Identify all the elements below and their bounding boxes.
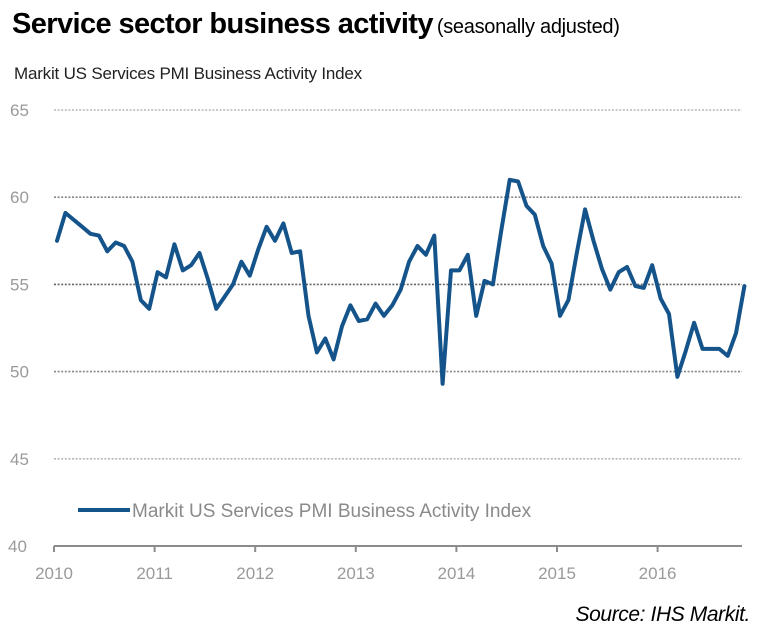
x-tick-label-2011: 2011 (136, 564, 173, 583)
x-tick-label-2016: 2016 (639, 564, 677, 583)
y-tick-label-65: 65 (10, 101, 29, 120)
gridlines (54, 109, 742, 460)
series-line-0 (55, 177, 747, 386)
x-tick-label-2015: 2015 (538, 564, 576, 583)
x-tick-label-2014: 2014 (437, 564, 475, 583)
y-tick-label-55: 55 (10, 275, 29, 294)
chart-title-main: Service sector business activity (12, 8, 433, 40)
legend: Markit US Services PMI Business Activity… (78, 501, 532, 522)
x-axis: 2010 2011 2012 2013 2014 2015 2016 (35, 545, 742, 583)
x-tick-label-2013: 2013 (337, 564, 375, 583)
chart-title-suffix: (seasonally adjusted) (436, 16, 620, 38)
source-note: Source: IHS Markit. (575, 603, 751, 626)
chart-subtitle: Markit US Services PMI Business Activity… (14, 64, 362, 83)
series-layer (55, 177, 747, 386)
legend-label: Markit US Services PMI Business Activity… (132, 501, 532, 522)
y-tick-label-50: 50 (10, 363, 29, 382)
chart-title: Service sector business activity (seasona… (12, 8, 620, 41)
y-tick-label-40: 40 (8, 537, 27, 556)
y-tick-label-60: 60 (10, 188, 29, 207)
x-tick-label-2012: 2012 (236, 564, 274, 583)
x-tick-label-2010: 2010 (35, 564, 73, 583)
y-tick-label-45: 45 (10, 450, 29, 469)
y-axis-tick-labels: 40 45 50 55 60 65 (8, 101, 29, 556)
